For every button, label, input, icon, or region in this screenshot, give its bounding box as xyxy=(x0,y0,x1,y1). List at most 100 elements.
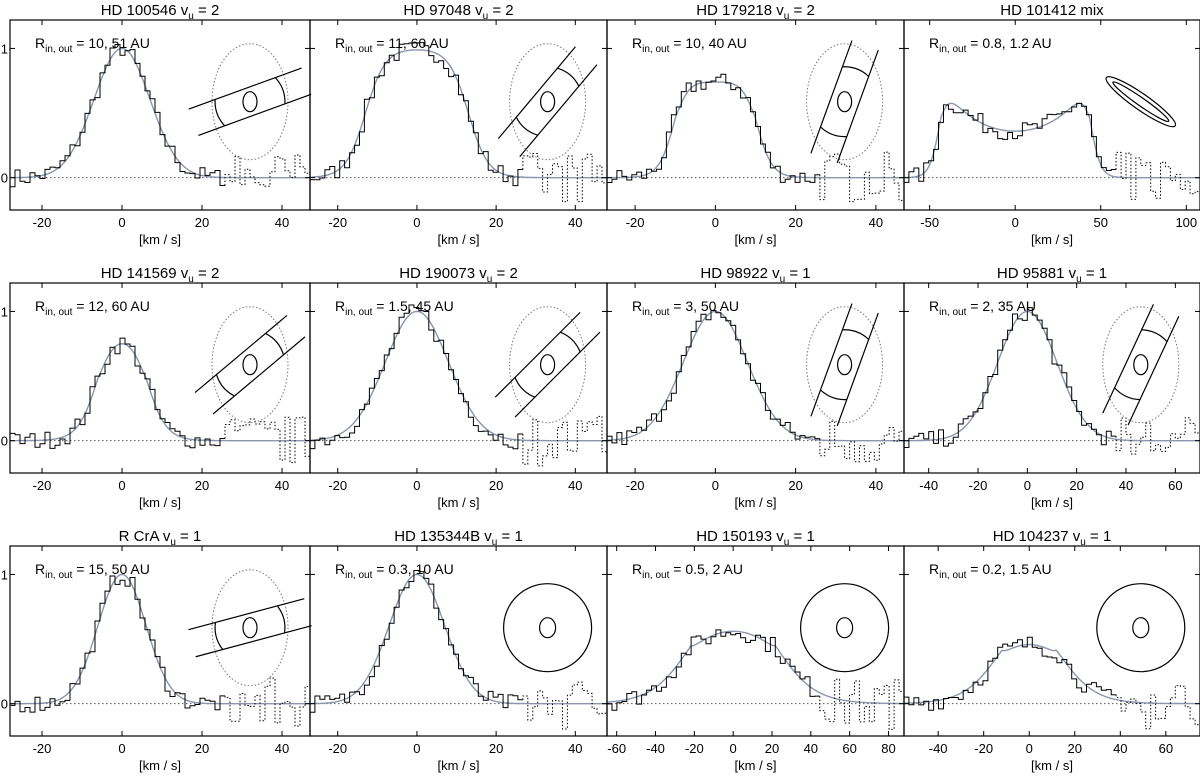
panel-6: HD 190073 vu = 2 -20 0 20 40 [km / s] Rin, out… xyxy=(309,265,608,510)
disk-band xyxy=(1102,304,1180,426)
title-v-sub: u xyxy=(784,537,790,548)
title-eq: = xyxy=(492,265,509,282)
disk-band xyxy=(497,46,598,158)
band-edge xyxy=(1127,315,1180,426)
dotted-orbit xyxy=(509,306,587,424)
title-vu-value: 1 xyxy=(514,528,522,545)
observed-histogram-noisy xyxy=(1115,417,1200,455)
band-edge xyxy=(194,314,288,394)
annotation-sub: in, out xyxy=(345,44,372,55)
panel-7: HD 98922 vu = 1 -20 0 20 40 [km / s] Rin, out … xyxy=(606,265,905,510)
x-tick-label: 20 xyxy=(788,215,802,230)
title-vu-value: 1 xyxy=(1103,528,1111,545)
x-tick-label: 60 xyxy=(1168,478,1182,493)
band-edge xyxy=(497,46,576,140)
x-tick-label: -20 xyxy=(33,478,52,493)
band-edge xyxy=(494,311,581,398)
outer-ring xyxy=(514,331,581,398)
title-star: HD 135344B xyxy=(394,528,480,545)
panel-3: HD 179218 vu = 2 -20 0 20 40 [km / s] Rin, out… xyxy=(606,2,905,247)
panel-5: HD 141569 vu = 2 -20 0 20 40 0 1 [km / s] Rin, o… xyxy=(1,265,311,510)
orbit-inset xyxy=(194,306,306,424)
observed-histogram xyxy=(904,636,1117,711)
x-axis-label: [km / s] xyxy=(438,232,480,247)
title-star: HD 95881 xyxy=(997,265,1065,282)
panel-title: HD 150193 vu = 1 xyxy=(696,528,815,548)
outer-ring xyxy=(214,605,286,650)
outer-ring xyxy=(820,329,870,401)
x-tick-label: -40 xyxy=(929,741,948,756)
x-tick-label: 0 xyxy=(712,215,719,230)
orbit-inset xyxy=(806,40,884,164)
y-tick-label: 1 xyxy=(1,567,8,582)
observed-histogram xyxy=(904,102,1117,183)
title-suffix: mix xyxy=(1076,2,1104,19)
x-tick-label: -60 xyxy=(607,741,626,756)
title-star: HD 98922 xyxy=(700,265,768,282)
orbit-inset xyxy=(188,43,312,161)
model-profile xyxy=(607,630,904,705)
inner-ring xyxy=(539,354,556,376)
x-axis-label: [km / s] xyxy=(735,232,777,247)
band-edge xyxy=(188,67,302,110)
annotation-values: = 2, 35 AU xyxy=(966,298,1036,314)
title-star: HD 150193 xyxy=(696,528,772,545)
title-star: HD 190073 xyxy=(399,265,475,282)
panel-title: R CrA vu = 1 xyxy=(119,528,202,548)
observed-histogram-noisy xyxy=(819,420,904,463)
title-v-sub: u xyxy=(1076,274,1082,285)
x-tick-label: 0 xyxy=(118,741,125,756)
x-tick-label: 20 xyxy=(765,741,779,756)
inner-ring xyxy=(242,617,258,639)
radius-annotation: Rin, out = 0.2, 1.5 AU xyxy=(929,561,1052,581)
observed-histogram-noisy xyxy=(1115,685,1200,730)
band-edge xyxy=(212,336,306,415)
dotted-orbit xyxy=(509,43,587,161)
annotation-values: = 1.5, 45 AU xyxy=(372,298,453,314)
observed-histogram xyxy=(10,337,225,449)
observed-histogram xyxy=(904,307,1117,448)
radius-annotation: Rin, out = 1.5, 45 AU xyxy=(335,298,454,318)
y-tick-label: 0 xyxy=(1,697,8,712)
band-edge xyxy=(1102,304,1155,414)
panel-1: HD 100546 vu = 2 -20 0 20 40 0 1 [km / s] Rin, o… xyxy=(1,2,312,247)
annotation-sub: in, out xyxy=(45,44,72,55)
title-v: v xyxy=(1069,528,1081,545)
radius-annotation: Rin, out = 0.3, 10 AU xyxy=(335,561,454,581)
title-vu-value: 1 xyxy=(802,265,810,282)
title-v-sub: u xyxy=(784,11,790,22)
dotted-orbit xyxy=(211,569,289,687)
model-profile xyxy=(904,102,1200,179)
title-star: HD 97048 xyxy=(403,2,471,19)
x-tick-label: -20 xyxy=(328,741,347,756)
title-v: v xyxy=(471,2,483,19)
band-edge xyxy=(198,93,312,136)
band-edge xyxy=(514,331,601,418)
y-tick-label: 1 xyxy=(1,41,8,56)
annotation-sub: in, out xyxy=(642,44,669,55)
disk-band xyxy=(194,314,306,415)
orbit-inset xyxy=(494,306,601,424)
x-tick-label: 20 xyxy=(489,478,503,493)
x-tick-label: 0 xyxy=(730,741,737,756)
model-profile xyxy=(310,573,607,705)
x-tick-label: 40 xyxy=(275,741,289,756)
x-tick-label: 0 xyxy=(413,215,420,230)
disk-band xyxy=(810,303,879,427)
inner-ring xyxy=(242,354,258,376)
x-tick-label: 40 xyxy=(804,741,818,756)
x-tick-label: 0 xyxy=(1026,741,1033,756)
radius-annotation: Rin, out = 15, 50 AU xyxy=(35,561,150,581)
title-star: HD 179218 xyxy=(696,2,772,19)
outer-ring xyxy=(214,77,286,127)
model-profile xyxy=(606,310,904,442)
model-profile xyxy=(10,573,310,705)
y-tick-label: 1 xyxy=(1,304,8,319)
x-axis-label: [km / s] xyxy=(139,232,181,247)
observed-histogram-noisy xyxy=(224,416,310,464)
annotation-prefix: R xyxy=(929,298,939,314)
title-eq: = xyxy=(194,265,211,282)
title-eq: = xyxy=(785,265,802,282)
x-tick-label: 40 xyxy=(1119,478,1133,493)
title-v: v xyxy=(772,528,784,545)
